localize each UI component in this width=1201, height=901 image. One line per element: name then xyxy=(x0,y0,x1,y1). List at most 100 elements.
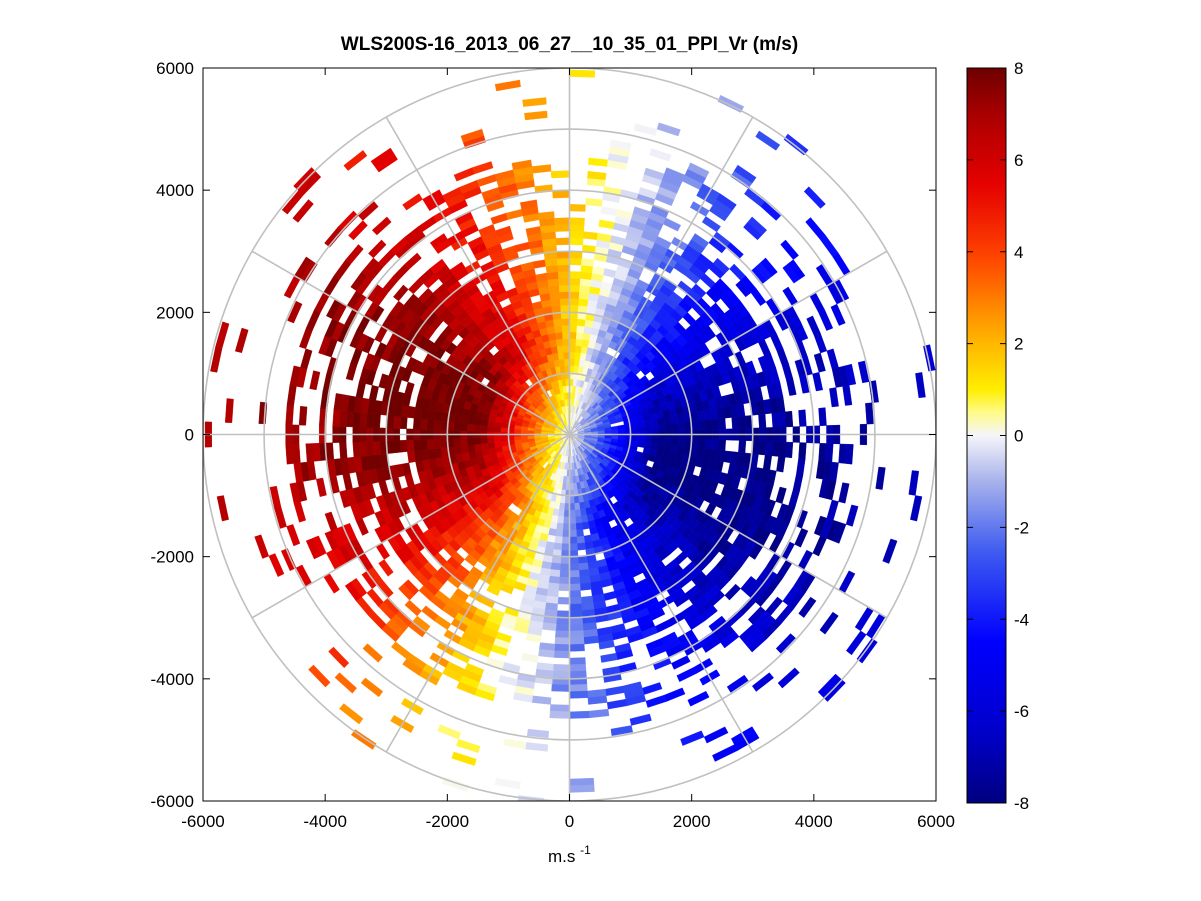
velocity-cell xyxy=(350,729,377,750)
velocity-cell xyxy=(777,667,800,689)
velocity-cell xyxy=(554,325,563,334)
velocity-cell xyxy=(561,543,570,551)
velocity-cell xyxy=(550,345,559,355)
velocity-cell xyxy=(280,548,297,572)
velocity-cell xyxy=(357,201,379,221)
velocity-cell xyxy=(538,649,555,658)
x-tick-label: -4000 xyxy=(303,812,346,831)
velocity-cell xyxy=(794,528,809,548)
velocity-cell xyxy=(456,739,481,754)
velocity-cell xyxy=(392,415,401,429)
velocity-cell xyxy=(561,324,570,333)
velocity-cell xyxy=(451,751,477,766)
velocity-cell xyxy=(541,622,557,631)
velocity-cell xyxy=(413,439,421,452)
velocity-cell xyxy=(657,417,666,426)
y-tick-label: -6000 xyxy=(151,792,194,811)
velocity-cell xyxy=(339,410,348,427)
velocity-cell xyxy=(569,338,577,346)
velocity-cell xyxy=(533,435,542,439)
velocity-cell xyxy=(637,441,646,448)
velocity-cell xyxy=(563,509,570,518)
velocity-cell xyxy=(426,439,435,450)
velocity-cell xyxy=(569,603,583,612)
velocity-cell xyxy=(467,444,476,453)
velocity-cell xyxy=(372,413,381,429)
velocity-cell xyxy=(500,440,509,447)
velocity-cell xyxy=(556,515,564,524)
velocity-cell xyxy=(561,378,567,387)
velocity-cell xyxy=(287,300,303,324)
velocity-cell xyxy=(657,437,666,445)
velocity-cell xyxy=(644,425,653,433)
velocity-cell xyxy=(569,516,576,524)
velocity-cell xyxy=(786,378,797,396)
velocity-cell xyxy=(670,445,679,454)
velocity-cell xyxy=(569,536,578,545)
colorbar-tick-label: 0 xyxy=(1014,427,1023,446)
radial-spoke xyxy=(251,433,570,619)
velocity-cell xyxy=(780,239,799,260)
velocity-cell xyxy=(583,231,599,240)
velocity-cell xyxy=(439,420,448,431)
velocity-cell xyxy=(378,373,390,389)
velocity-cell xyxy=(736,403,746,417)
velocity-cell xyxy=(572,482,578,491)
velocity-cell xyxy=(832,522,847,544)
velocity-cell xyxy=(915,372,926,399)
velocity-cell xyxy=(569,596,582,605)
velocity-cell xyxy=(604,429,612,434)
chart-title: WLS200S-16_2013_06_27__10_35_01_PPI_Vr (… xyxy=(341,34,798,55)
velocity-cell xyxy=(575,515,583,524)
y-tick-label: -2000 xyxy=(151,548,194,567)
velocity-cell xyxy=(472,161,494,175)
velocity-cell xyxy=(473,424,482,432)
velocity-cell xyxy=(552,664,570,672)
velocity-cell xyxy=(563,345,570,353)
velocity-cell xyxy=(551,305,562,314)
velocity-cell xyxy=(527,435,535,440)
velocity-cell xyxy=(366,413,375,428)
velocity-cell xyxy=(747,633,768,653)
velocity-cell xyxy=(480,437,488,445)
velocity-cell xyxy=(293,167,317,191)
velocity-cell xyxy=(549,710,570,719)
velocity-cell xyxy=(575,331,585,340)
velocity-cell xyxy=(687,690,710,707)
y-tick-label: -4000 xyxy=(151,670,194,689)
velocity-cell xyxy=(460,437,468,447)
velocity-cell xyxy=(556,257,570,266)
velocity-cell xyxy=(553,542,563,551)
velocity-cell xyxy=(651,437,659,445)
velocity-cell xyxy=(751,672,774,692)
velocity-cell xyxy=(738,415,747,429)
velocity-cell xyxy=(362,643,383,663)
velocity-cell xyxy=(498,674,518,687)
velocity-cell xyxy=(555,338,564,347)
velocity-cell xyxy=(569,324,578,333)
velocity-cell xyxy=(562,523,570,531)
velocity-cell xyxy=(557,264,570,273)
velocity-cell xyxy=(254,534,270,559)
x-axis: -6000 -4000 -2000 0 2000 4000 6000 xyxy=(181,68,955,831)
velocity-cell xyxy=(493,426,502,433)
velocity-cell xyxy=(550,562,561,571)
velocity-cell xyxy=(569,784,595,793)
velocity-cell xyxy=(818,407,827,426)
velocity-cell xyxy=(285,404,294,426)
velocity-cell xyxy=(569,204,586,212)
velocity-cell xyxy=(611,429,619,434)
velocity-cell xyxy=(803,186,826,209)
velocity-cell xyxy=(495,225,512,238)
velocity-cell xyxy=(569,623,584,632)
colorbar-tick-label: -2 xyxy=(1014,518,1029,537)
velocity-cell xyxy=(554,331,564,340)
velocity-cell xyxy=(285,443,294,465)
velocity-cell xyxy=(704,439,713,450)
velocity-cell xyxy=(812,535,827,557)
velocity-cell xyxy=(487,442,496,450)
velocity-cell xyxy=(503,738,527,750)
velocity-cell xyxy=(359,412,368,428)
velocity-cell xyxy=(419,439,428,451)
velocity-cell xyxy=(574,509,582,517)
